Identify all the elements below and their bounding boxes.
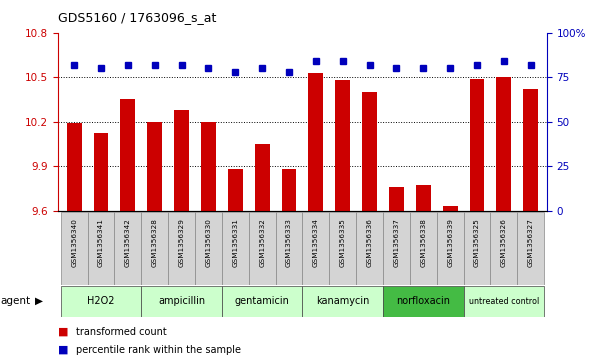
Bar (222, 286, 302, 317)
Text: GSM1356330: GSM1356330 (205, 218, 211, 267)
Bar (174, 110, 189, 211)
Bar (228, 169, 243, 211)
Text: kanamycin: kanamycin (316, 296, 370, 306)
Bar (362, 92, 377, 211)
Bar (470, 79, 485, 211)
Bar (276, 212, 302, 285)
Bar (497, 77, 511, 211)
Bar (464, 286, 544, 317)
Bar (147, 122, 162, 211)
Text: gentamicin: gentamicin (235, 296, 290, 306)
Text: percentile rank within the sample: percentile rank within the sample (76, 344, 241, 355)
Text: GSM1356325: GSM1356325 (474, 218, 480, 267)
Text: ▶: ▶ (35, 296, 43, 306)
Bar (141, 212, 168, 285)
Text: GSM1356329: GSM1356329 (178, 218, 185, 267)
Bar (60, 286, 141, 317)
Bar (168, 212, 195, 285)
Text: agent: agent (1, 296, 31, 306)
Bar (389, 187, 404, 211)
Bar (87, 212, 114, 285)
Bar (201, 122, 216, 211)
Bar (356, 212, 383, 285)
Bar (114, 212, 141, 285)
Text: GSM1356333: GSM1356333 (286, 218, 292, 267)
Bar (249, 212, 276, 285)
Text: GSM1356341: GSM1356341 (98, 218, 104, 267)
Bar (518, 212, 544, 285)
Bar (255, 144, 269, 211)
Text: GSM1356332: GSM1356332 (259, 218, 265, 267)
Bar (282, 169, 296, 211)
Bar (222, 212, 249, 285)
Bar (464, 212, 491, 285)
Text: ■: ■ (58, 344, 68, 355)
Bar (491, 212, 518, 285)
Bar (383, 212, 410, 285)
Text: GSM1356326: GSM1356326 (501, 218, 507, 267)
Bar (383, 286, 464, 317)
Bar (302, 212, 329, 285)
Bar (309, 73, 323, 211)
Bar (60, 212, 87, 285)
Text: transformed count: transformed count (76, 326, 167, 337)
Bar (410, 212, 437, 285)
Text: norfloxacin: norfloxacin (397, 296, 450, 306)
Bar (335, 80, 350, 211)
Text: GSM1356328: GSM1356328 (152, 218, 158, 267)
Text: untreated control: untreated control (469, 297, 539, 306)
Bar (524, 89, 538, 211)
Bar (195, 212, 222, 285)
Text: GSM1356339: GSM1356339 (447, 218, 453, 267)
Text: ■: ■ (58, 326, 68, 337)
Text: GSM1356338: GSM1356338 (420, 218, 426, 267)
Bar (120, 99, 135, 211)
Text: GSM1356342: GSM1356342 (125, 218, 131, 267)
Text: ampicillin: ampicillin (158, 296, 205, 306)
Bar (141, 286, 222, 317)
Bar (67, 123, 81, 211)
Text: GSM1356337: GSM1356337 (393, 218, 400, 267)
Bar (302, 286, 383, 317)
Text: GSM1356335: GSM1356335 (340, 218, 346, 267)
Text: GSM1356334: GSM1356334 (313, 218, 319, 267)
Text: GSM1356327: GSM1356327 (528, 218, 534, 267)
Text: GSM1356331: GSM1356331 (232, 218, 238, 267)
Text: GDS5160 / 1763096_s_at: GDS5160 / 1763096_s_at (58, 11, 216, 24)
Text: H2O2: H2O2 (87, 296, 115, 306)
Bar (416, 185, 431, 211)
Bar (437, 212, 464, 285)
Bar (443, 206, 458, 211)
Bar (93, 134, 108, 211)
Text: GSM1356336: GSM1356336 (367, 218, 373, 267)
Text: GSM1356340: GSM1356340 (71, 218, 77, 267)
Bar (329, 212, 356, 285)
